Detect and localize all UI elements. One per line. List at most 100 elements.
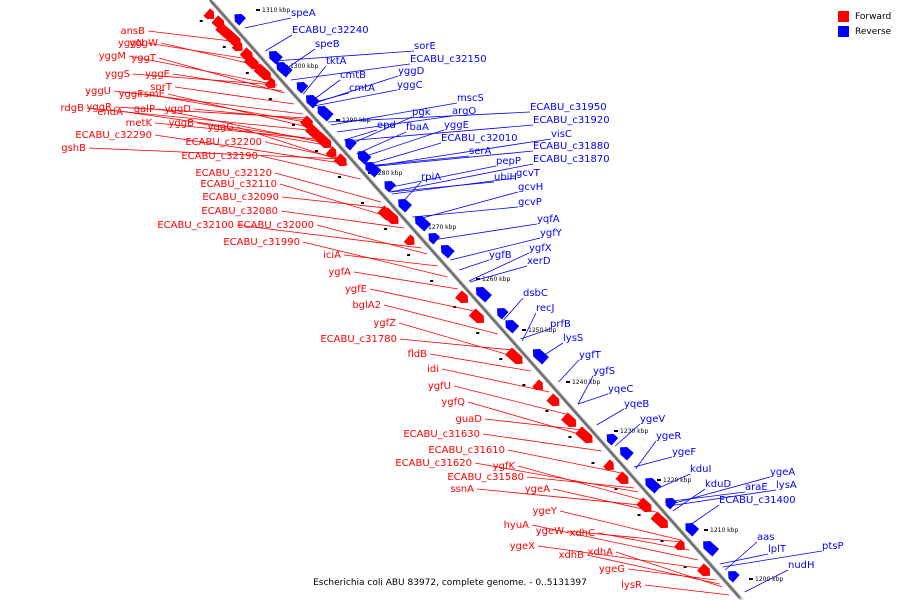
reverse-leader-line — [344, 124, 534, 142]
legend-reverse: Reverse — [838, 24, 891, 39]
forward-gene-label-ygfk: ygfK — [493, 461, 516, 472]
reverse-gene-label-gcvh: gcvH — [518, 182, 543, 193]
forward-leader-line — [154, 122, 327, 141]
forward-gene-label-ecabu-c32080: ECABU_c32080 — [201, 206, 278, 217]
forward-gene-label-fldb: fldB — [407, 349, 427, 360]
forward-gene-label-ecabu-c31780: ECABU_c31780 — [320, 334, 397, 345]
forward-gene-label-ssna: ssnA — [450, 484, 474, 495]
reverse-gene-arrow — [398, 199, 412, 213]
tick-mark — [657, 479, 661, 481]
legend-forward: Forward — [838, 9, 891, 24]
reverse-leader-line — [390, 163, 534, 193]
strand-marker — [522, 384, 526, 386]
tick-label: 1310 kbp — [262, 7, 290, 14]
forward-leader-line — [398, 322, 520, 359]
forward-gene-arrow — [455, 290, 469, 304]
tick-label: 1260 kbp — [482, 276, 510, 283]
reverse-leader-line — [330, 102, 458, 126]
forward-leader-line — [114, 106, 307, 119]
forward-leader-line — [383, 304, 499, 335]
reverse-leader-line — [328, 111, 531, 123]
leader-line-layer — [86, 17, 823, 596]
reverse-gene-label-ecabu-c31920: ECABU_c31920 — [533, 115, 610, 126]
reverse-gene-label-lyss: lysS — [563, 333, 583, 344]
tick-label: 1250 kbp — [528, 327, 556, 334]
reverse-leader-line — [336, 115, 453, 133]
tick-mark — [566, 381, 570, 383]
reverse-gene-arrow — [415, 216, 432, 232]
forward-leader-line — [531, 524, 699, 561]
reverse-gene-label-ygfb: ygfB — [489, 250, 512, 261]
reverse-gene-label-ygfy: ygfY — [540, 228, 563, 239]
forward-leader-line — [552, 488, 656, 513]
forward-gene-label-ygfe: ygfE — [345, 284, 367, 295]
reverse-gene-arrow — [440, 245, 455, 259]
reverse-gene-label-ecabu-c32150: ECABU_c32150 — [410, 54, 487, 65]
reverse-leader-line — [366, 142, 442, 166]
forward-gene-arrow — [381, 207, 399, 225]
reverse-gene-label-yqeb: yqeB — [624, 399, 649, 410]
strand-marker — [407, 254, 411, 256]
strand-marker — [637, 514, 641, 516]
strand-marker — [614, 488, 618, 490]
reverse-gene-label-tkta: tktA — [326, 56, 347, 67]
forward-leader-line — [86, 107, 319, 132]
reverse-leader-line — [558, 359, 580, 383]
reverse-gene-arrow — [728, 571, 740, 583]
forward-gene-arrow — [636, 497, 652, 513]
reverse-leader-line — [596, 408, 625, 426]
forward-gene-label-ecabu-c32290: ECABU_c32290 — [75, 130, 152, 141]
forward-leader-line — [453, 385, 570, 416]
forward-gene-label-ygex: ygeX — [510, 541, 535, 552]
strand-marker — [591, 462, 595, 464]
forward-leader-line — [644, 584, 730, 596]
reverse-leader-line — [654, 473, 691, 491]
forward-leader-line — [132, 73, 278, 86]
forward-leader-line — [399, 338, 513, 351]
forward-leader-line — [537, 545, 707, 570]
forward-gene-label-ygfa: ygfA — [328, 267, 351, 278]
map-caption: Escherichia coli ABU 83972, complete gen… — [313, 578, 587, 588]
strand-marker — [499, 358, 503, 360]
forward-leader-line — [158, 57, 285, 94]
reverse-leader-line — [615, 423, 641, 447]
forward-gene-label-ecabu-c31610: ECABU_c31610 — [428, 445, 505, 456]
reverse-gene-label-cmtb: cmtB — [340, 70, 366, 81]
forward-gene-label-icia: iciA — [323, 250, 341, 261]
forward-leader-line — [615, 551, 723, 588]
reverse-gene-label-ecabu-c32240: ECABU_c32240 — [292, 25, 369, 36]
reverse-leader-line — [668, 489, 777, 507]
reverse-gene-label-rpia: rpiA — [421, 172, 441, 183]
forward-gene-label-ecabu-c32000: ECABU_c32000 — [237, 220, 314, 231]
forward-gene-label-ygeg: ygeG — [599, 564, 625, 575]
forward-leader-line — [174, 86, 295, 105]
reverse-leader-line — [348, 116, 413, 146]
reverse-gene-arrow — [645, 478, 662, 494]
forward-gene-label-ecabu-c31580: ECABU_c31580 — [447, 472, 524, 483]
forward-gene-arrow — [223, 29, 241, 47]
reverse-gene-arrow — [665, 498, 677, 510]
forward-leader-line — [157, 108, 330, 145]
strand-marker — [291, 124, 295, 126]
strand-marker — [384, 228, 388, 230]
strand-marker — [337, 176, 341, 178]
tick-mark — [476, 278, 480, 280]
tick-label: 1230 kbp — [620, 428, 648, 435]
forward-gene-arrow — [325, 146, 337, 158]
reverse-leader-line — [719, 553, 769, 565]
reverse-gene-label-kdui: kduI — [690, 464, 711, 475]
forward-leader-line — [125, 111, 328, 142]
tick-mark — [749, 578, 753, 580]
reverse-gene-arrow — [532, 349, 549, 365]
reverse-gene-label-sera: serA — [469, 146, 491, 157]
tick-label: 1210 kbp — [710, 527, 738, 534]
forward-gene-arrow — [615, 471, 629, 485]
reverse-gene-label-kdud: kduD — [705, 479, 731, 490]
forward-gene-label-yggf: yggF — [119, 89, 144, 100]
reverse-leader-line — [459, 259, 490, 271]
reverse-gene-label-ecabu-c31870: ECABU_c31870 — [533, 154, 610, 165]
forward-gene-label-yggu: yggU — [85, 86, 111, 97]
reverse-gene-arrow — [497, 308, 509, 320]
reverse-gene-label-ygef: ygeF — [672, 447, 696, 458]
legend-reverse-label: Reverse — [855, 26, 892, 37]
